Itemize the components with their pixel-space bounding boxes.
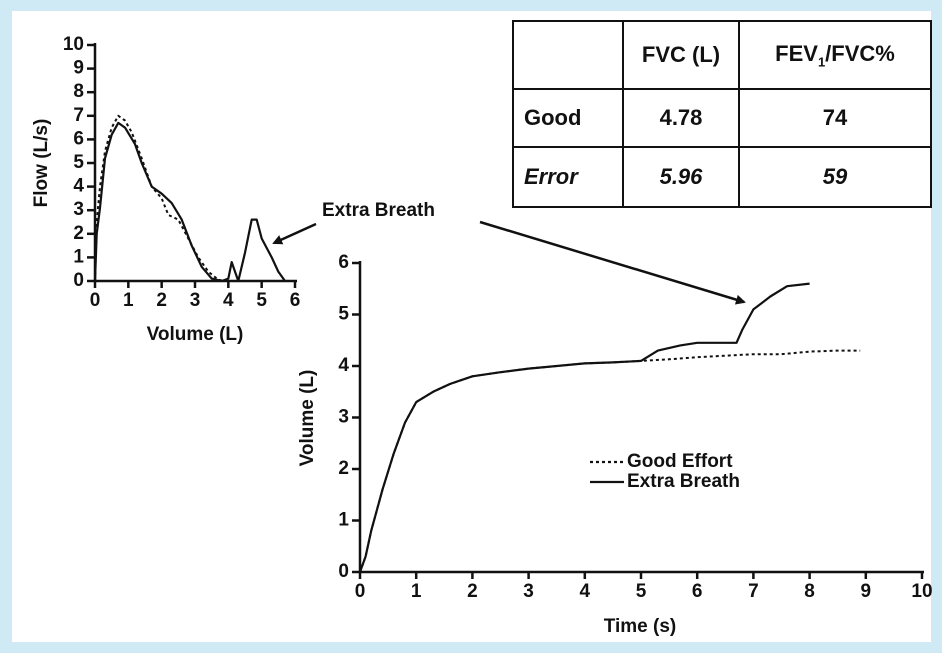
annotation: Extra Breath bbox=[322, 200, 435, 221]
x-tick-label: 10 bbox=[911, 581, 932, 602]
x-tick-label: 9 bbox=[861, 581, 872, 602]
y-tick-label: 3 bbox=[73, 199, 84, 220]
y-tick-label: 2 bbox=[73, 223, 84, 244]
legend-label: Extra Breath bbox=[627, 471, 740, 492]
x-tick-label: 8 bbox=[804, 581, 815, 602]
y-tick-label: 4 bbox=[73, 176, 84, 197]
x-tick-label: 5 bbox=[636, 581, 647, 602]
y-tick-label: 7 bbox=[73, 105, 84, 126]
y-axis-label: Volume (L) bbox=[297, 370, 318, 467]
y-tick-label: 10 bbox=[63, 34, 84, 55]
x-tick-label: 5 bbox=[256, 290, 267, 311]
header-subscript: 1 bbox=[817, 54, 826, 70]
x-axis-label: Time (s) bbox=[604, 616, 677, 637]
cell: 4.78 bbox=[622, 88, 740, 148]
x-tick-label: 6 bbox=[692, 581, 703, 602]
y-tick-label: 4 bbox=[338, 355, 349, 376]
y-tick-label: 6 bbox=[338, 252, 349, 273]
x-tick-label: 0 bbox=[355, 581, 366, 602]
data-line bbox=[94, 114, 226, 282]
arrow bbox=[272, 222, 317, 245]
cell: 5.96 bbox=[622, 146, 740, 208]
row-header: Good bbox=[512, 88, 624, 148]
cell: 59 bbox=[738, 146, 932, 208]
data-line bbox=[93, 121, 286, 283]
x-tick-label: 2 bbox=[156, 290, 167, 311]
row-header: Error bbox=[512, 146, 624, 208]
data-line bbox=[358, 282, 810, 573]
x-tick-label: 3 bbox=[190, 290, 201, 311]
header-part: FEV bbox=[775, 40, 818, 66]
y-tick-label: 0 bbox=[338, 561, 349, 582]
x-tick-label: 0 bbox=[90, 290, 101, 311]
y-tick-label: 5 bbox=[338, 304, 349, 325]
arrow bbox=[479, 220, 746, 305]
cell: 74 bbox=[738, 88, 932, 148]
x-tick-label: 1 bbox=[411, 581, 422, 602]
y-axis-label: Flow (L/s) bbox=[31, 119, 52, 208]
y-tick-label: 6 bbox=[73, 128, 84, 149]
y-tick-label: 8 bbox=[73, 81, 84, 102]
y-tick-label: 2 bbox=[338, 458, 349, 479]
table-corner bbox=[512, 20, 624, 90]
y-tick-label: 3 bbox=[338, 407, 349, 428]
x-tick-label: 4 bbox=[223, 290, 234, 311]
x-tick-label: 3 bbox=[523, 581, 534, 602]
y-tick-label: 1 bbox=[338, 510, 349, 531]
x-tick-label: 7 bbox=[748, 581, 759, 602]
x-tick-label: 2 bbox=[467, 581, 478, 602]
y-tick-label: 0 bbox=[73, 270, 84, 291]
y-tick-label: 1 bbox=[73, 246, 84, 267]
y-tick-label: 9 bbox=[73, 58, 84, 79]
table: FVC (L) FEV1/FVC% Good 4.78 74 Error 5.9… bbox=[512, 20, 932, 208]
legend-label: Good Effort bbox=[627, 451, 733, 472]
x-tick-label: 1 bbox=[123, 290, 134, 311]
header-part: /FVC% bbox=[825, 40, 895, 66]
x-tick-label: 6 bbox=[290, 290, 301, 311]
y-tick-label: 5 bbox=[73, 152, 84, 173]
column-header: FEV1/FVC% bbox=[738, 20, 932, 90]
column-header: FVC (L) bbox=[622, 20, 740, 90]
x-axis-label: Volume (L) bbox=[147, 324, 244, 345]
x-tick-label: 4 bbox=[580, 581, 591, 602]
